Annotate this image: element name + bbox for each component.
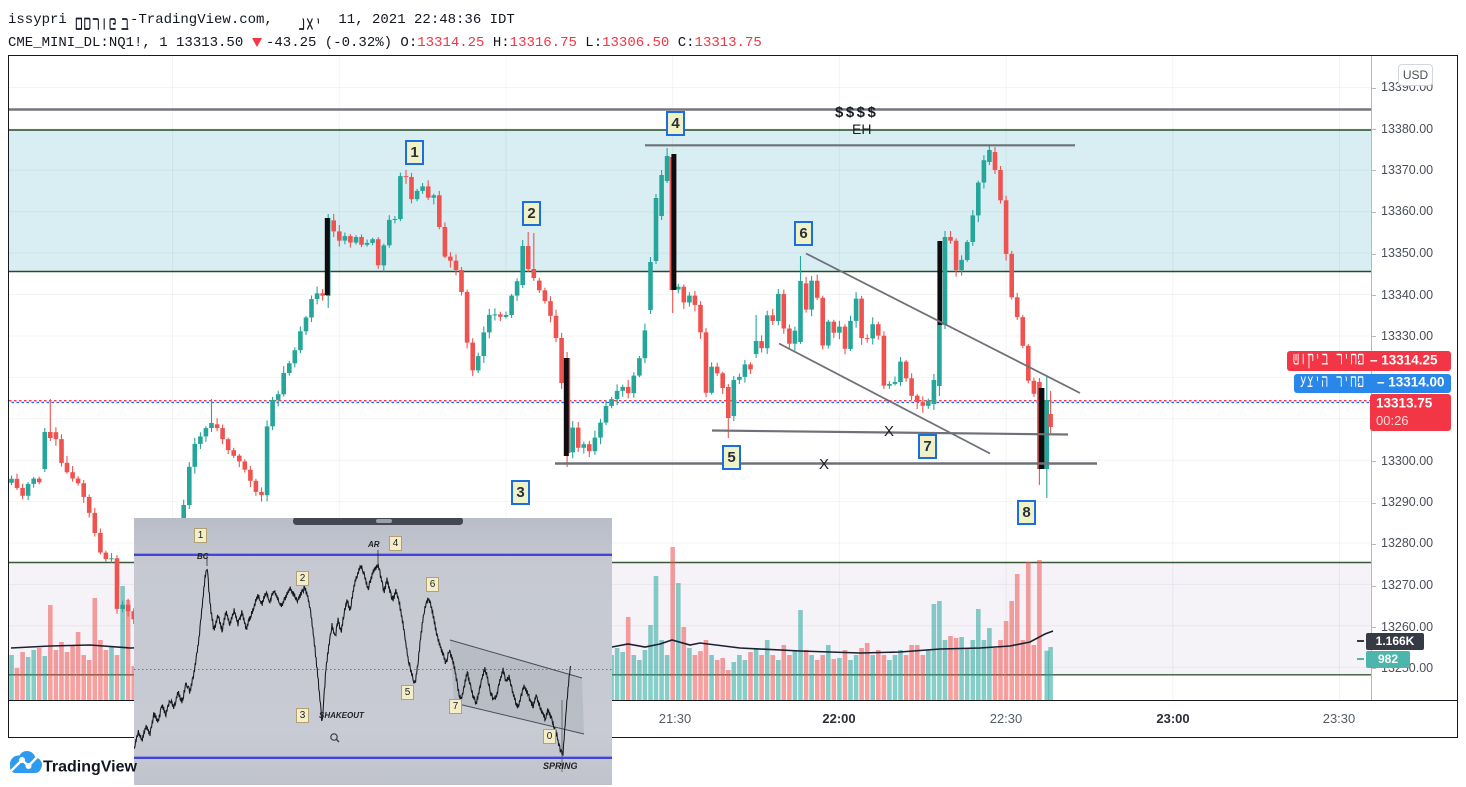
- svg-text:– 13314.25: – 13314.25: [1370, 353, 1438, 368]
- svg-text:– 13314.00: – 13314.00: [1377, 375, 1445, 390]
- svg-text:00:26: 00:26: [1376, 413, 1409, 428]
- svg-text:13313.75: 13313.75: [1376, 396, 1433, 411]
- svg-text:TradingView: TradingView: [43, 759, 138, 776]
